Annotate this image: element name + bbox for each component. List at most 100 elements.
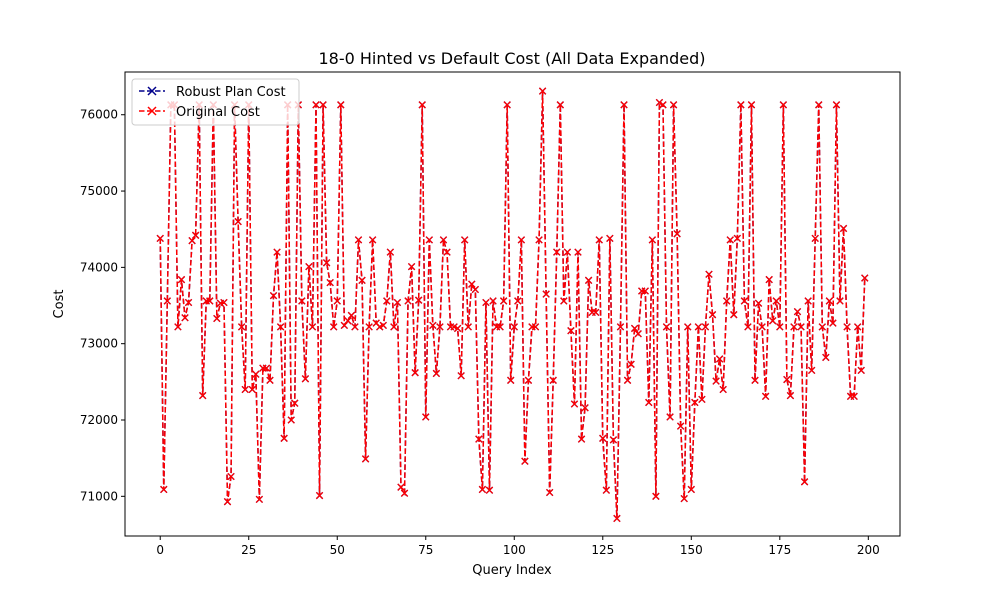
data-point-marker: [252, 370, 260, 378]
data-point-marker: [857, 366, 865, 375]
data-point-marker: [790, 323, 798, 331]
data-point-marker: [758, 323, 766, 331]
x-tick-label: 50: [330, 543, 345, 557]
legend-marker-original: [147, 106, 157, 116]
data-point-marker: [687, 485, 695, 494]
data-point-marker: [737, 101, 745, 109]
data-point-marker: [177, 275, 186, 284]
data-point-marker: [793, 307, 802, 316]
data-point-marker: [715, 355, 724, 363]
data-point-marker: [691, 398, 699, 407]
data-point-marker: [453, 324, 462, 333]
data-point-marker: [174, 323, 182, 331]
data-point-marker: [843, 323, 851, 331]
data-point-marker: [584, 276, 593, 285]
data-point-marker: [616, 323, 625, 331]
data-point-marker: [330, 323, 338, 331]
data-point-marker: [673, 230, 681, 238]
data-point-marker: [595, 236, 603, 244]
data-point-marker: [634, 330, 642, 338]
data-point-marker: [262, 364, 271, 372]
data-point-marker: [861, 274, 869, 282]
data-point-marker: [524, 376, 533, 384]
data-point-marker: [652, 492, 660, 500]
data-point-marker: [308, 323, 317, 331]
data-point-marker: [630, 324, 639, 333]
data-point-marker: [322, 259, 331, 267]
data-point-marker: [468, 280, 476, 288]
data-point-marker: [461, 236, 469, 244]
data-point-marker: [220, 298, 228, 307]
data-point-marker: [708, 311, 717, 319]
data-point-marker: [312, 101, 320, 109]
data-point-marker: [854, 323, 862, 331]
data-point-marker: [291, 399, 299, 407]
data-point-marker: [765, 275, 773, 284]
data-point-marker: [811, 234, 819, 243]
data-point-marker: [365, 323, 373, 331]
data-point-marker: [315, 491, 324, 500]
legend-label-robust: Robust Plan Cost: [176, 85, 286, 100]
data-point-marker: [478, 485, 487, 494]
data-point-marker: [390, 323, 398, 331]
data-point-marker: [485, 486, 494, 494]
data-point-marker: [160, 485, 168, 494]
data-point-marker: [815, 101, 823, 109]
data-point-marker: [655, 98, 664, 107]
data-point-marker: [181, 314, 189, 322]
data-point-marker: [163, 297, 171, 305]
y-tick-label: 74000: [80, 260, 118, 274]
data-point-marker: [677, 422, 685, 430]
data-point-marker: [383, 297, 391, 305]
data-point-marker: [538, 87, 547, 95]
data-point-marker: [415, 296, 423, 304]
data-point-marker: [669, 101, 678, 109]
data-point-marker: [818, 323, 826, 331]
data-point-marker: [599, 434, 607, 442]
data-point-marker: [751, 376, 759, 384]
data-point-marker: [808, 366, 816, 375]
x-tick-label: 175: [768, 543, 791, 557]
data-point-marker: [645, 398, 653, 407]
data-point-marker: [542, 290, 550, 298]
data-point-marker: [825, 297, 834, 305]
data-point-marker: [776, 323, 784, 331]
x-tick-label: 150: [680, 543, 703, 557]
data-point-marker: [269, 291, 278, 300]
data-point-marker: [804, 297, 812, 305]
data-point-marker: [730, 311, 738, 319]
data-point-marker: [206, 297, 214, 305]
data-point-marker: [234, 217, 242, 226]
data-point-marker: [266, 376, 274, 384]
data-point-marker: [188, 236, 196, 245]
data-point-marker: [213, 314, 221, 323]
data-point-marker: [429, 321, 437, 330]
data-point-marker: [404, 297, 412, 305]
x-tick-label: 0: [156, 543, 164, 557]
data-point-marker: [407, 262, 416, 271]
data-point-marker: [648, 236, 657, 244]
data-point-marker: [432, 369, 441, 378]
data-point-marker: [740, 297, 749, 305]
data-point-marker: [531, 323, 540, 331]
y-tick-label: 75000: [80, 184, 118, 198]
y-axis-ticks: 71000 72000 73000 74000 75000 76000: [80, 108, 125, 503]
data-point-marker: [747, 101, 756, 109]
data-point-marker: [305, 262, 313, 271]
x-tick-label: 100: [503, 543, 526, 557]
data-point-marker: [761, 392, 770, 401]
data-point-marker: [457, 372, 465, 380]
data-point-marker: [507, 376, 515, 384]
data-point-marker: [850, 392, 858, 401]
data-point-marker: [499, 297, 508, 305]
data-point-marker: [319, 101, 327, 109]
data-point-marker: [191, 231, 200, 239]
data-point-marker: [832, 101, 841, 109]
data-point-marker: [510, 323, 518, 331]
data-point-marker: [666, 413, 674, 421]
x-tick-label: 125: [591, 543, 614, 557]
data-point-marker: [800, 478, 809, 486]
data-point-marker: [662, 323, 671, 331]
data-point-marker: [535, 236, 543, 244]
data-point-marker: [436, 323, 444, 331]
